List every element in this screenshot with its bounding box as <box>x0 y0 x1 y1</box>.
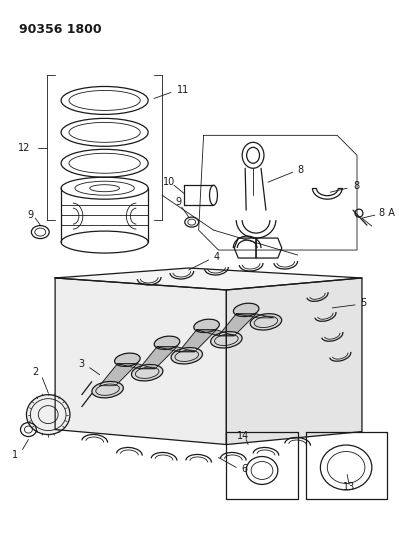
Text: 6: 6 <box>241 464 247 474</box>
Text: 8: 8 <box>298 165 304 175</box>
Text: 11: 11 <box>177 85 189 95</box>
Ellipse shape <box>211 332 242 348</box>
Text: 90356 1800: 90356 1800 <box>18 22 101 36</box>
Text: 8 A: 8 A <box>379 208 395 218</box>
Polygon shape <box>197 330 234 336</box>
Ellipse shape <box>194 319 219 333</box>
Ellipse shape <box>115 353 140 366</box>
Polygon shape <box>218 314 256 336</box>
Polygon shape <box>55 268 362 290</box>
Text: 13: 13 <box>343 482 355 492</box>
Polygon shape <box>55 278 226 445</box>
Text: 14: 14 <box>237 431 249 441</box>
Ellipse shape <box>131 365 163 381</box>
Ellipse shape <box>154 336 180 350</box>
Polygon shape <box>236 314 274 318</box>
Text: 12: 12 <box>18 143 30 154</box>
Ellipse shape <box>250 313 282 330</box>
Polygon shape <box>117 364 155 369</box>
Polygon shape <box>226 278 362 445</box>
Polygon shape <box>139 347 177 369</box>
Text: 5: 5 <box>360 298 366 308</box>
Polygon shape <box>179 330 217 352</box>
Polygon shape <box>157 347 195 352</box>
Ellipse shape <box>171 348 202 364</box>
Text: 4: 4 <box>213 252 219 262</box>
Text: 2: 2 <box>32 367 38 377</box>
Text: 8: 8 <box>353 181 359 191</box>
Text: 9: 9 <box>176 197 182 207</box>
Ellipse shape <box>233 303 259 317</box>
Ellipse shape <box>26 394 70 434</box>
Text: 10: 10 <box>163 177 175 187</box>
Text: 9: 9 <box>27 210 34 220</box>
Polygon shape <box>100 364 137 386</box>
Text: 3: 3 <box>79 359 85 369</box>
Ellipse shape <box>92 382 123 398</box>
Text: 1: 1 <box>12 449 18 459</box>
